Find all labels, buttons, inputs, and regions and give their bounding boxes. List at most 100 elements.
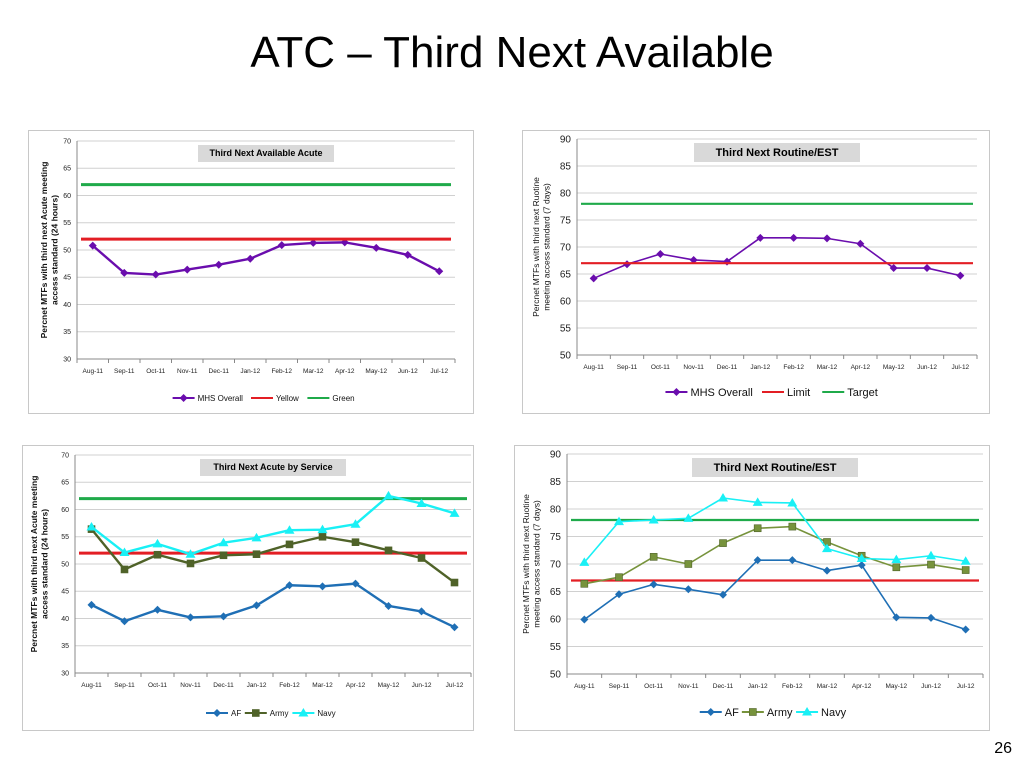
y-tick-label: 60 [560,297,572,308]
x-tick-label: Sep-11 [609,683,630,690]
legend-marker [179,394,188,402]
data-point [285,581,294,590]
data-point [580,615,589,624]
data-point [119,547,130,557]
data-point [927,613,935,622]
x-tick-label: Aug-11 [574,683,595,690]
chart-title: Third Next Routine/EST [716,147,839,159]
chart-title-box [200,459,346,476]
x-tick-label: May-12 [885,683,907,690]
x-tick-label: Sep-11 [114,682,135,689]
y-axis-label: Percnet MTFs with third next Acute meeti… [29,476,50,653]
data-point [351,579,360,588]
data-point [435,267,444,276]
legend: AF Army Navy [206,708,336,718]
x-tick-label: Nov-11 [177,368,198,375]
series-army [580,522,970,588]
x-tick-label: Dec-11 [213,682,234,689]
data-point [857,561,866,570]
data-point [317,524,328,534]
data-point [417,554,426,562]
legend-marker [802,707,813,716]
y-tick-label: 30 [63,356,71,363]
series-line [584,525,966,585]
data-point [927,560,935,569]
data-point [246,254,255,263]
x-tick-label: Oct-11 [644,683,663,690]
chart-title: Third Next Routine/EST [714,462,837,474]
legend-label: Navy [821,707,847,719]
data-point [450,578,459,587]
data-point [449,508,460,517]
x-tick-label: Mar-12 [817,364,838,371]
x-tick-label: Apr-12 [851,364,871,371]
data-point [86,521,97,531]
chart-title-box [694,143,860,162]
y-tick-label: 50 [550,670,562,681]
y-tick-label: 75 [550,532,562,543]
y-tick-label: 75 [560,216,572,227]
y-tick-label: 90 [550,450,562,461]
legend-marker [749,708,757,716]
x-tick-label: Oct-11 [148,682,167,689]
legend-label: Army [767,707,793,719]
legend-label: Army [270,709,289,718]
data-point [251,532,262,542]
y-tick-label: 50 [61,561,69,568]
x-tick-label: Jan-12 [247,682,267,689]
data-point [756,233,765,242]
y-tick-label: 65 [63,166,71,173]
x-tick-label: Aug-11 [83,368,104,375]
data-point [219,612,228,621]
y-axis-label: Percnet MTFs with third next Ruotinemeet… [521,494,542,634]
data-point [683,513,694,522]
y-tick-label: 55 [63,220,71,227]
data-point [580,580,589,588]
y-tick-label: 35 [61,643,69,650]
data-point [416,498,427,508]
data-point [340,238,349,247]
x-tick-label: Mar-12 [817,683,838,690]
data-point [892,613,901,622]
data-point [153,605,162,614]
data-point [891,554,902,564]
x-tick-label: Sep-11 [617,364,638,371]
y-tick-label: 65 [61,480,69,487]
legend-label: MHS Overall [198,394,244,403]
y-tick-label: 55 [560,324,572,335]
legend-label: Limit [787,387,810,399]
data-point [252,550,261,558]
x-tick-label: Jun-12 [921,683,941,690]
legend-label: Green [332,394,354,403]
data-point [689,255,698,264]
data-point [151,270,160,279]
legend-label: Yellow [276,394,299,403]
chart-title-box [692,458,858,477]
x-tick-label: Apr-12 [335,368,355,375]
x-tick-label: Jun-12 [398,368,418,375]
x-tick-label: Jun-12 [412,682,432,689]
data-point [318,582,327,591]
data-point [318,532,327,541]
data-point [252,601,261,610]
x-tick-label: Dec-11 [209,368,230,375]
legend-label: AF [231,709,241,718]
legend: AF Army Navy [699,707,847,719]
chart-svg: 50 55 60 65 70 75 80 85 90 Aug-11 Sep-11 Oct-11 Nov-… [521,450,984,719]
data-point [450,623,459,632]
chart-title: Third Next Available Acute [209,148,322,158]
x-tick-label: May-12 [378,682,400,689]
y-tick-label: 85 [560,162,572,173]
x-tick-label: Mar-12 [312,682,333,689]
data-point [956,271,965,280]
data-point [684,585,693,594]
x-tick-label: Jul-12 [957,683,975,690]
x-tick-label: Feb-12 [783,364,804,371]
x-tick-label: Apr-12 [852,683,872,690]
data-point [961,566,970,574]
data-point [186,559,195,568]
x-tick-label: Jan-12 [750,364,770,371]
series-navy [86,490,460,558]
x-tick-label: Jun-12 [917,364,937,371]
data-point [372,243,381,252]
